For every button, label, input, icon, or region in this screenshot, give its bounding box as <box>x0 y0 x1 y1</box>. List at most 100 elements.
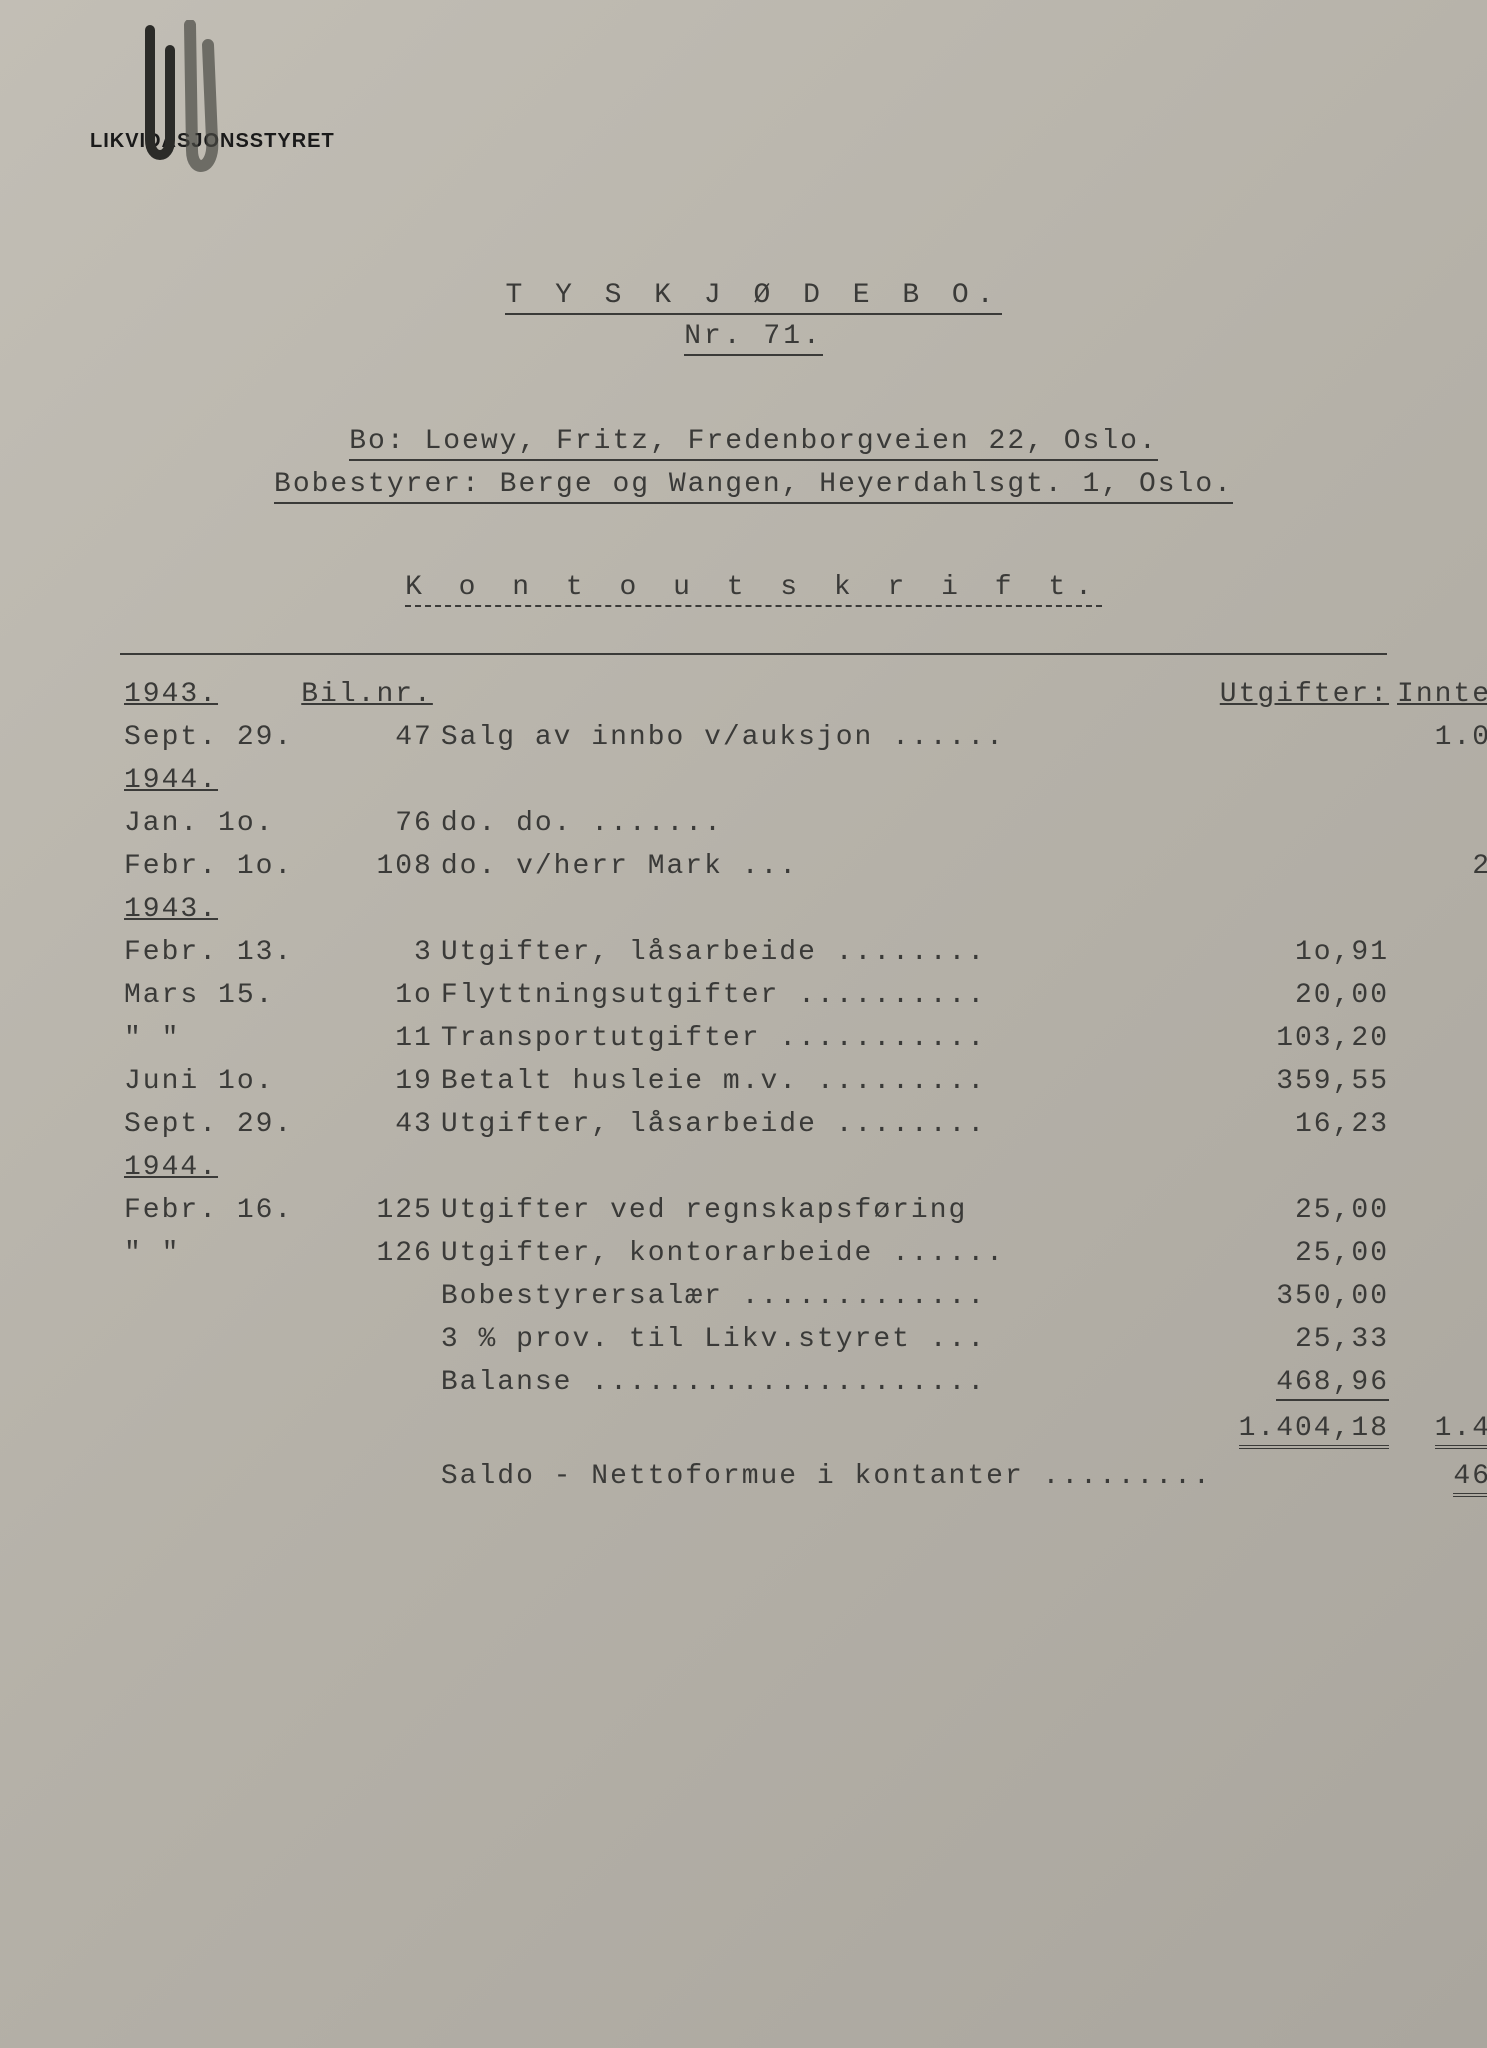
cell-inn <box>1393 931 1487 974</box>
header-row: 1943. Bil.nr. Utgifter: Inntekter: <box>120 673 1487 716</box>
cell-date: Febr. 1o. <box>120 845 297 888</box>
cell-inn <box>1393 1189 1487 1232</box>
table-row: Sept. 29.43Utgifter, låsarbeide ........… <box>120 1103 1487 1146</box>
header-utgifter: Utgifter: <box>1220 679 1389 710</box>
header-year: 1943. <box>124 679 218 710</box>
cell-bil: 3 <box>297 931 437 974</box>
cell-date: Febr. 13. <box>120 931 297 974</box>
section-title: K o n t o u t s k r i f t. <box>120 572 1387 603</box>
cell-inn: 1.084,18 <box>1393 716 1487 759</box>
table-row: Bobestyrersalær .............350,00 <box>120 1275 1487 1318</box>
saldo-value: 468,96. <box>1453 1461 1487 1497</box>
cell-bil: 19 <box>297 1060 437 1103</box>
cell-date: " " <box>120 1017 297 1060</box>
table-row: Mars 15.1oFlyttningsutgifter ..........2… <box>120 974 1487 1017</box>
cell-inn <box>1393 1275 1487 1318</box>
cell-date: Mars 15. <box>120 974 297 1017</box>
cell-bil: 76 <box>297 802 437 845</box>
section-title-text: K o n t o u t s k r i f t. <box>405 572 1102 607</box>
cell-utg <box>1216 716 1393 759</box>
table-row: 1943. <box>120 888 1487 931</box>
document-page: LIKVIDASJONSSTYRET T Y S K J Ø D E B O. … <box>0 0 1487 2048</box>
cell-date: Sept. 29. <box>120 1103 297 1146</box>
cell-desc: Transportutgifter ........... <box>437 1017 1216 1060</box>
cell-date <box>120 1275 297 1318</box>
cell-desc: Betalt husleie m.v. ......... <box>437 1060 1216 1103</box>
cell-utg: 1o,91 <box>1216 931 1393 974</box>
cell-desc: 3 % prov. til Likv.styret ... <box>437 1318 1216 1361</box>
cell-inn: 290,00 <box>1393 845 1487 888</box>
table-row: Febr. 16.125Utgifter ved regnskapsføring… <box>120 1189 1487 1232</box>
meta-block: Bo: Loewy, Fritz, Fredenborgveien 22, Os… <box>120 426 1387 512</box>
cell-desc: Utgifter ved regnskapsføring <box>437 1189 1216 1232</box>
cell-utg: 468,96 <box>1216 1361 1393 1407</box>
table-row: Jan. 1o.76 do. do. ....... 30,00 <box>120 802 1487 845</box>
table-row: 3 % prov. til Likv.styret ...25,33 <box>120 1318 1487 1361</box>
cell-inn <box>1393 1017 1487 1060</box>
bobestyrer-line: Bobestyrer: Berge og Wangen, Heyerdahlsg… <box>274 469 1233 504</box>
cell-inn <box>1393 974 1487 1017</box>
paperclip-mark <box>120 20 240 180</box>
cell-desc: Balanse ..................... <box>437 1361 1216 1407</box>
cell-desc: Salg av innbo v/auksjon ...... <box>437 716 1216 759</box>
cell-utg <box>1216 802 1393 845</box>
cell-bil <box>297 1318 437 1361</box>
cell-inn <box>1393 1060 1487 1103</box>
table-row: Juni 1o.19Betalt husleie m.v. .........3… <box>120 1060 1487 1103</box>
cell-desc: Bobestyrersalær ............. <box>437 1275 1216 1318</box>
cell-bil: 108 <box>297 845 437 888</box>
cell-bil: 47 <box>297 716 437 759</box>
cell-utg: 20,00 <box>1216 974 1393 1017</box>
cell-bil: 126 <box>297 1232 437 1275</box>
cell-desc: do. do. ....... <box>437 802 1216 845</box>
cell-bil <box>297 1275 437 1318</box>
cell-date <box>120 1361 297 1407</box>
saldo-label: Saldo - Nettoformue i kontanter ........… <box>437 1455 1216 1503</box>
bo-line: Bo: Loewy, Fritz, Fredenborgveien 22, Os… <box>349 426 1158 461</box>
table-row: Sept. 29.47Salg av innbo v/auksjon .....… <box>120 716 1487 759</box>
cell-date: Sept. 29. <box>120 716 297 759</box>
table-row: " "11Transportutgifter ...........103,20 <box>120 1017 1487 1060</box>
letterhead: LIKVIDASJONSSTYRET <box>90 130 335 153</box>
cell-inn <box>1393 1103 1487 1146</box>
cell-desc: Utgifter, låsarbeide ........ <box>437 931 1216 974</box>
cell-utg: 16,23 <box>1216 1103 1393 1146</box>
cell-date: " " <box>120 1232 297 1275</box>
cell-bil: 11 <box>297 1017 437 1060</box>
table-row: Febr. 1o.108 do. v/herr Mark ... 290,00 <box>120 845 1487 888</box>
table-row: Febr. 13.3Utgifter, låsarbeide ........1… <box>120 931 1487 974</box>
total-inntekter: 1.404,18 <box>1435 1413 1487 1449</box>
rule-top <box>120 653 1387 655</box>
document-number: Nr. 71. <box>684 321 823 356</box>
cell-inn <box>1393 1232 1487 1275</box>
cell-desc: Flyttningsutgifter .......... <box>437 974 1216 1017</box>
cell-bil: 1o <box>297 974 437 1017</box>
cell-desc: do. v/herr Mark ... <box>437 845 1216 888</box>
cell-date: Febr. 16. <box>120 1189 297 1232</box>
cell-utg: 25,00 <box>1216 1189 1393 1232</box>
table-row: 1944. <box>120 1146 1487 1189</box>
cell-desc: Utgifter, låsarbeide ........ <box>437 1103 1216 1146</box>
total-utgifter: 1.404,18 <box>1239 1413 1389 1449</box>
cell-utg: 350,00 <box>1216 1275 1393 1318</box>
cell-bil: 125 <box>297 1189 437 1232</box>
cell-inn <box>1393 1318 1487 1361</box>
header-inntekter: Inntekter: <box>1397 679 1487 710</box>
title-block: T Y S K J Ø D E B O. Nr. 71. <box>120 280 1387 356</box>
ledger-table: 1943. Bil.nr. Utgifter: Inntekter: Sept.… <box>120 673 1487 1503</box>
table-row: " "126Utgifter, kontorarbeide ......25,0… <box>120 1232 1487 1275</box>
cell-inn: 30,00 <box>1393 802 1487 845</box>
cell-bil <box>297 1361 437 1407</box>
cell-utg: 103,20 <box>1216 1017 1393 1060</box>
cell-utg: 359,55 <box>1216 1060 1393 1103</box>
cell-bil: 43 <box>297 1103 437 1146</box>
cell-date: Juni 1o. <box>120 1060 297 1103</box>
year-label: 1944. <box>124 1152 218 1183</box>
cell-date: Jan. 1o. <box>120 802 297 845</box>
document-title: T Y S K J Ø D E B O. <box>505 280 1001 315</box>
table-row: Balanse .....................468,96 <box>120 1361 1487 1407</box>
year-label: 1943. <box>124 894 218 925</box>
cell-date <box>120 1318 297 1361</box>
table-row: 1944. <box>120 759 1487 802</box>
saldo-row: Saldo - Nettoformue i kontanter ........… <box>120 1455 1487 1503</box>
